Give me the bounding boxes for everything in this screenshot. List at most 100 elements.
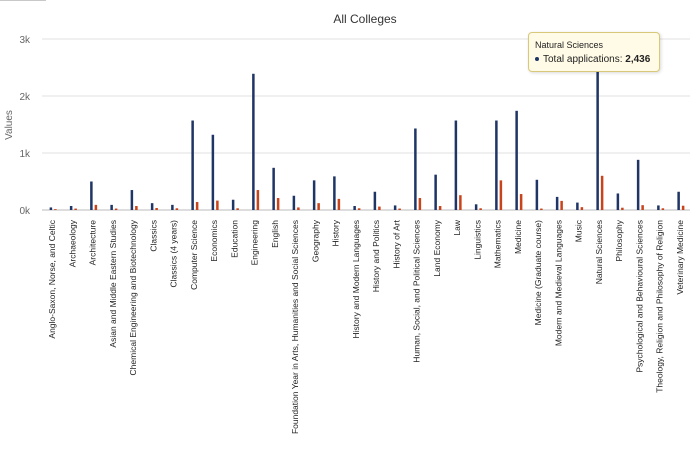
bar[interactable] (434, 174, 437, 210)
chart-title: All Colleges (333, 12, 396, 26)
bar[interactable] (135, 206, 138, 210)
bar[interactable] (191, 120, 194, 210)
bar[interactable] (236, 208, 239, 210)
tooltip-label: Total applications: (543, 54, 623, 65)
bar[interactable] (155, 208, 158, 210)
bar[interactable] (231, 199, 235, 210)
top-divider (0, 0, 46, 1)
bar-series (49, 71, 685, 211)
bar[interactable] (312, 180, 316, 210)
x-tick-label: English (270, 220, 280, 248)
x-tick-label: History of Art (391, 219, 401, 268)
bar[interactable] (398, 208, 401, 210)
y-axis-label: Values (4, 110, 15, 140)
bar[interactable] (216, 200, 219, 210)
bar[interactable] (454, 120, 458, 210)
bar[interactable] (54, 209, 57, 210)
bar[interactable] (596, 71, 599, 211)
x-tick-label: Human, Social, and Political Sciences (412, 220, 422, 363)
bar[interactable] (661, 208, 665, 210)
bar[interactable] (175, 208, 179, 210)
bar[interactable] (600, 175, 604, 210)
bar[interactable] (378, 206, 381, 210)
x-tick-label: Veterinary Medicine (675, 220, 685, 295)
bar[interactable] (110, 204, 113, 210)
bar[interactable] (636, 159, 640, 210)
bar[interactable] (292, 195, 296, 210)
bar[interactable] (171, 204, 174, 210)
x-tick-label: Anglo-Saxon, Norse, and Celtic (47, 219, 57, 338)
bar[interactable] (337, 198, 341, 210)
bar[interactable] (393, 205, 397, 210)
bar[interactable] (576, 202, 579, 210)
bar[interactable] (677, 191, 680, 210)
bar[interactable] (49, 207, 53, 210)
bar[interactable] (357, 208, 361, 210)
bar[interactable] (459, 195, 462, 210)
bar[interactable] (130, 190, 134, 210)
bar[interactable] (681, 205, 685, 210)
bar[interactable] (297, 207, 300, 210)
bar[interactable] (555, 196, 559, 210)
x-tick-label: Asian and Middle Eastern Studies (108, 220, 118, 348)
bar[interactable] (560, 200, 563, 210)
bar[interactable] (94, 204, 98, 210)
bar[interactable] (114, 208, 118, 210)
x-tick-label: Engineering (250, 220, 260, 266)
x-tick-label: Archaeology (67, 219, 77, 267)
bar[interactable] (519, 194, 523, 210)
x-tick-label: Linguistics (472, 220, 482, 260)
bar[interactable] (373, 191, 377, 210)
bar[interactable] (499, 180, 503, 210)
y-tick-label: 1k (19, 149, 31, 160)
x-tick-label: Theology, Religion and Philosophy of Rel… (655, 220, 665, 393)
x-tick-label: Law (452, 219, 462, 235)
bar[interactable] (256, 190, 260, 210)
x-tick-label: Medicine (513, 220, 523, 254)
bar[interactable] (150, 203, 154, 210)
bar[interactable] (414, 128, 417, 210)
bar[interactable] (621, 207, 624, 210)
bar[interactable] (580, 207, 584, 210)
y-tick-label: 0k (19, 206, 31, 217)
bar[interactable] (495, 120, 498, 210)
x-tick-label: Medicine (Graduate course) (533, 220, 543, 326)
bar[interactable] (540, 208, 543, 210)
bar[interactable] (317, 203, 320, 210)
bar[interactable] (616, 193, 620, 210)
bar[interactable] (479, 208, 482, 210)
bar[interactable] (474, 204, 478, 210)
bar[interactable] (515, 110, 518, 210)
tooltip-title: Natural Sciences (535, 40, 604, 50)
x-tick-label: Mathematics (493, 220, 503, 268)
x-tick-label: Chemical Engineering and Biotechnology (128, 219, 138, 375)
bar[interactable] (333, 176, 336, 210)
x-tick-label: Geography (310, 219, 320, 262)
x-tick-label: Natural Sciences (594, 220, 604, 284)
x-tick-label: History and Politics (371, 220, 381, 292)
x-axis-ticks: Anglo-Saxon, Norse, and Celtic Archaeolog… (47, 219, 685, 434)
bar[interactable] (195, 202, 199, 210)
bar[interactable] (276, 198, 280, 210)
x-tick-label: Modern and Medieval Languages (553, 220, 563, 346)
bar[interactable] (353, 206, 356, 210)
tooltip-value: 2,436 (625, 54, 651, 65)
y-tick-label: 3k (19, 35, 31, 46)
bar[interactable] (438, 206, 442, 210)
hover-tooltip: Natural Sciences Total applications: 2,4… (528, 32, 660, 72)
bar[interactable] (252, 73, 255, 211)
tooltip-line: Total applications: 2,436 (535, 54, 650, 65)
bar[interactable] (211, 134, 215, 210)
bar[interactable] (657, 205, 660, 210)
bar[interactable] (74, 208, 77, 210)
bar[interactable] (90, 181, 93, 211)
bar[interactable] (272, 167, 275, 210)
bar[interactable] (641, 205, 644, 210)
x-tick-label: Economics (209, 220, 219, 262)
bar[interactable] (418, 198, 422, 210)
x-tick-label: Land Economy (432, 219, 442, 276)
x-tick-label: Computer Science (189, 220, 199, 290)
bar[interactable] (69, 206, 73, 210)
bar[interactable] (535, 179, 539, 210)
